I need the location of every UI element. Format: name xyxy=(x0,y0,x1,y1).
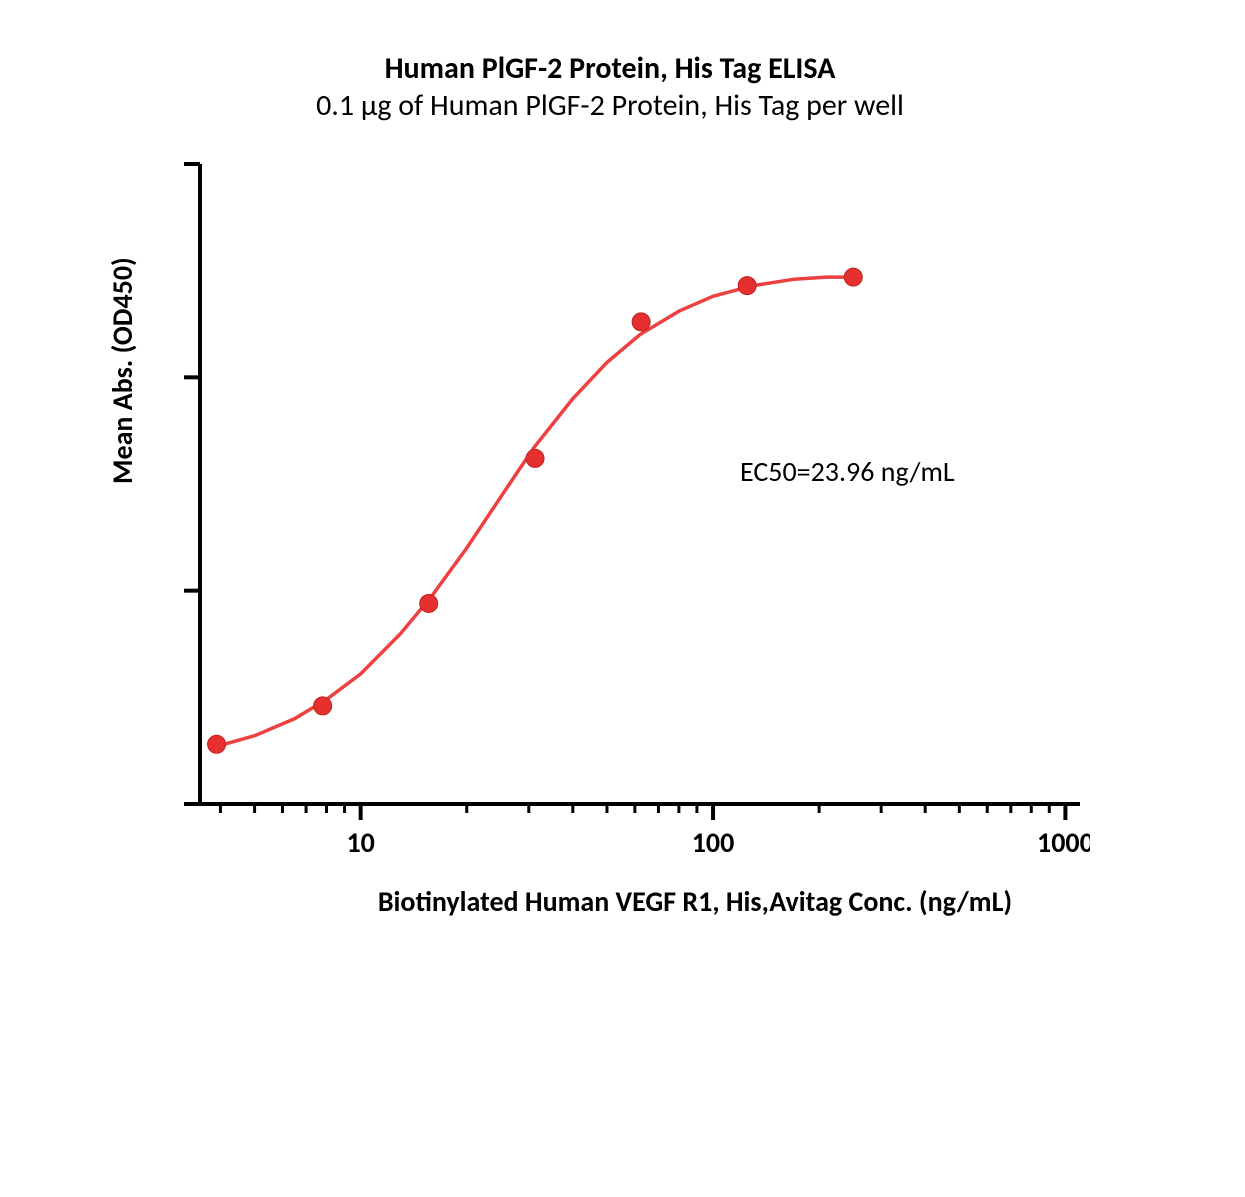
svg-text:1000: 1000 xyxy=(1037,825,1090,860)
elisa-chart: Human PlGF-2 Protein, His Tag ELISA 0.1 … xyxy=(60,50,1160,919)
chart-title-sub: 0.1 μg of Human PlGF-2 Protein, His Tag … xyxy=(60,87,1160,124)
plot-svg: 0123101001000 xyxy=(180,154,1090,864)
plot-area: Mean Abs. (OD450) 0123101001000 EC50=23.… xyxy=(180,154,1160,919)
chart-title-block: Human PlGF-2 Protein, His Tag ELISA 0.1 … xyxy=(60,50,1160,124)
svg-text:10: 10 xyxy=(346,825,374,860)
chart-title-main: Human PlGF-2 Protein, His Tag ELISA xyxy=(60,50,1160,87)
x-axis-label: Biotinylated Human VEGF R1, His,Avitag C… xyxy=(230,884,1160,919)
svg-text:100: 100 xyxy=(692,825,735,860)
ec50-annotation: EC50=23.96 ng/mL xyxy=(740,454,955,489)
y-axis-label: Mean Abs. (OD450) xyxy=(105,257,140,484)
